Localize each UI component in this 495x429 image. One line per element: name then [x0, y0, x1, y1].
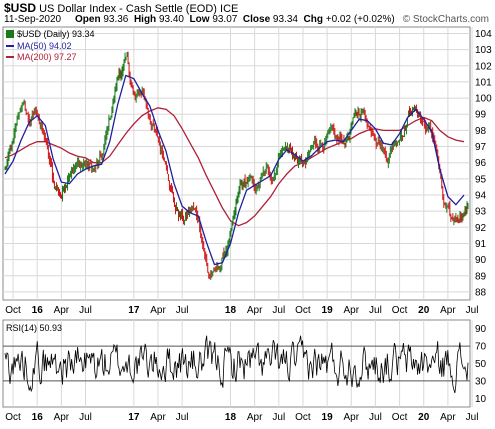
- price-y-tick: 95: [475, 174, 487, 185]
- rsi-x-tick: Apr: [54, 412, 70, 423]
- price-y-tick: 98: [475, 126, 487, 137]
- ma200-line: [4, 107, 465, 227]
- price-x-tick: Apr: [54, 305, 70, 316]
- price-y-tick: 96: [475, 158, 487, 169]
- rsi-x-tick: Jul: [79, 412, 92, 423]
- price-x-tick: Oct: [392, 305, 408, 316]
- rsi-y-ticks: 10 30 50 70 90: [475, 324, 487, 405]
- price-panel-frame: [2, 26, 471, 301]
- rsi-x-tick: Apr: [343, 412, 359, 423]
- description: US Dollar Index - Cash Settle (EOD): [39, 3, 217, 15]
- price-legend-label: $USD (Daily) 93.34: [17, 29, 95, 39]
- price-y-tick: 92: [475, 223, 487, 234]
- price-y-ticks: 88 89 90 91 92 93 94 95 96 97 98 99 100 101 102 103 104: [475, 29, 492, 298]
- rsi-legend-label: RSI(14) 50.93: [6, 323, 62, 333]
- price-x-tick: 18: [225, 305, 237, 316]
- price-x-tick: Jul: [466, 305, 479, 316]
- open-value: 93.36: [103, 14, 129, 25]
- price-y-tick: 91: [475, 239, 487, 250]
- rsi-x-ticks: Oct 16 Apr Jul 17 Apr Jul 18 Apr Jul Oct 19 Apr Jul Oc…: [5, 412, 478, 423]
- rsi-y-tick: 70: [475, 342, 487, 353]
- close-value: 93.34: [272, 14, 298, 25]
- price-y-tick: 102: [475, 61, 492, 72]
- rsi-x-tick: Jul: [466, 412, 479, 423]
- rsi-x-tick: Jul: [176, 412, 189, 423]
- open-label: Open: [75, 14, 101, 25]
- quote-line: 11-Sep-2020 Open 93.36 High 93.40 Low 93…: [4, 14, 395, 25]
- rsi-x-tick: Apr: [150, 412, 166, 423]
- rsi-grid: [3, 320, 473, 407]
- price-y-tick: 93: [475, 207, 487, 218]
- rsi-line-group: [4, 335, 469, 394]
- rsi-x-tick: Oct: [295, 412, 311, 423]
- price-x-tick: 16: [32, 305, 44, 316]
- price-x-tick: Jul: [272, 305, 285, 316]
- rsi-x-tick: Apr: [247, 412, 263, 423]
- price-y-tick: 88: [475, 287, 487, 298]
- price-x-tick: Oct: [295, 305, 311, 316]
- rsi-x-tick: 16: [32, 412, 44, 423]
- price-grid: [3, 27, 473, 300]
- price-x-tick: Apr: [150, 305, 166, 316]
- rsi-x-tick: Oct: [5, 412, 21, 423]
- rsi-x-tick: 17: [128, 412, 140, 423]
- rsi-y-tick: 30: [475, 376, 487, 387]
- price-x-tick: Jul: [176, 305, 189, 316]
- price-x-tick: 20: [418, 305, 430, 316]
- price-x-ticks: Oct 16 Apr Jul 17 Apr Jul 18 Apr Jul Oct 19 Apr Jul Oc…: [5, 305, 478, 316]
- exchange: ICE: [220, 3, 239, 15]
- high-label: High: [133, 14, 157, 25]
- chart-title: $USD US Dollar Index - Cash Settle (EOD)…: [4, 1, 238, 15]
- price-y-tick: 101: [475, 77, 492, 88]
- price-legend: $USD (Daily) 93.34 MA(50) 94.02 MA(200) …: [6, 29, 95, 62]
- price-y-tick: 100: [475, 94, 492, 105]
- ma200-legend-label: MA(200) 97.27: [17, 52, 77, 62]
- price-y-tick: 94: [475, 191, 487, 202]
- quote-date: 11-Sep-2020: [4, 14, 62, 25]
- price-bars: [4, 51, 469, 280]
- high-value: 93.40: [158, 14, 184, 25]
- price-x-tick: 17: [128, 305, 140, 316]
- symbol: $USD: [4, 1, 37, 15]
- rsi-panel-frame: [2, 319, 471, 408]
- close-label: Close: [242, 14, 271, 25]
- ma200-group: [4, 107, 465, 227]
- ma50-legend-label: MA(50) 94.02: [17, 41, 72, 51]
- rsi-y-tick: 90: [475, 324, 487, 335]
- copyright: © StockCharts.com: [402, 14, 489, 25]
- rsi-line: [4, 335, 469, 394]
- price-x-tick: Apr: [247, 305, 263, 316]
- rsi-x-tick: 19: [322, 412, 334, 423]
- ma50-line: [4, 74, 465, 266]
- rsi-y-tick: 50: [475, 359, 487, 370]
- price-x-tick: Apr: [343, 305, 359, 316]
- low-label: Low: [189, 14, 210, 25]
- chg-label: Chg: [303, 14, 323, 25]
- price-y-tick: 99: [475, 110, 487, 121]
- rsi-x-tick: Oct: [392, 412, 408, 423]
- rsi-x-tick: Jul: [272, 412, 285, 423]
- rsi-x-tick: 18: [225, 412, 237, 423]
- price-y-tick: 90: [475, 255, 487, 266]
- price-y-tick: 103: [475, 45, 492, 56]
- rsi-x-tick: Jul: [369, 412, 382, 423]
- price-y-tick: 89: [475, 271, 487, 282]
- rsi-x-tick: Apr: [440, 412, 456, 423]
- ma50-group: [4, 74, 465, 266]
- rsi-y-tick: 10: [475, 394, 487, 405]
- rsi-x-tick: 20: [418, 412, 430, 423]
- price-y-tick: 104: [475, 29, 492, 40]
- price-x-tick: Apr: [440, 305, 456, 316]
- price-y-tick: 97: [475, 142, 487, 153]
- price-x-tick: Jul: [369, 305, 382, 316]
- chg-value: +0.02 (+0.02%): [325, 14, 395, 25]
- low-value: 93.07: [212, 14, 238, 25]
- price-x-tick: Oct: [5, 305, 21, 316]
- price-x-tick: 19: [322, 305, 334, 316]
- price-legend-swatch: [6, 30, 14, 38]
- price-x-tick: Jul: [79, 305, 92, 316]
